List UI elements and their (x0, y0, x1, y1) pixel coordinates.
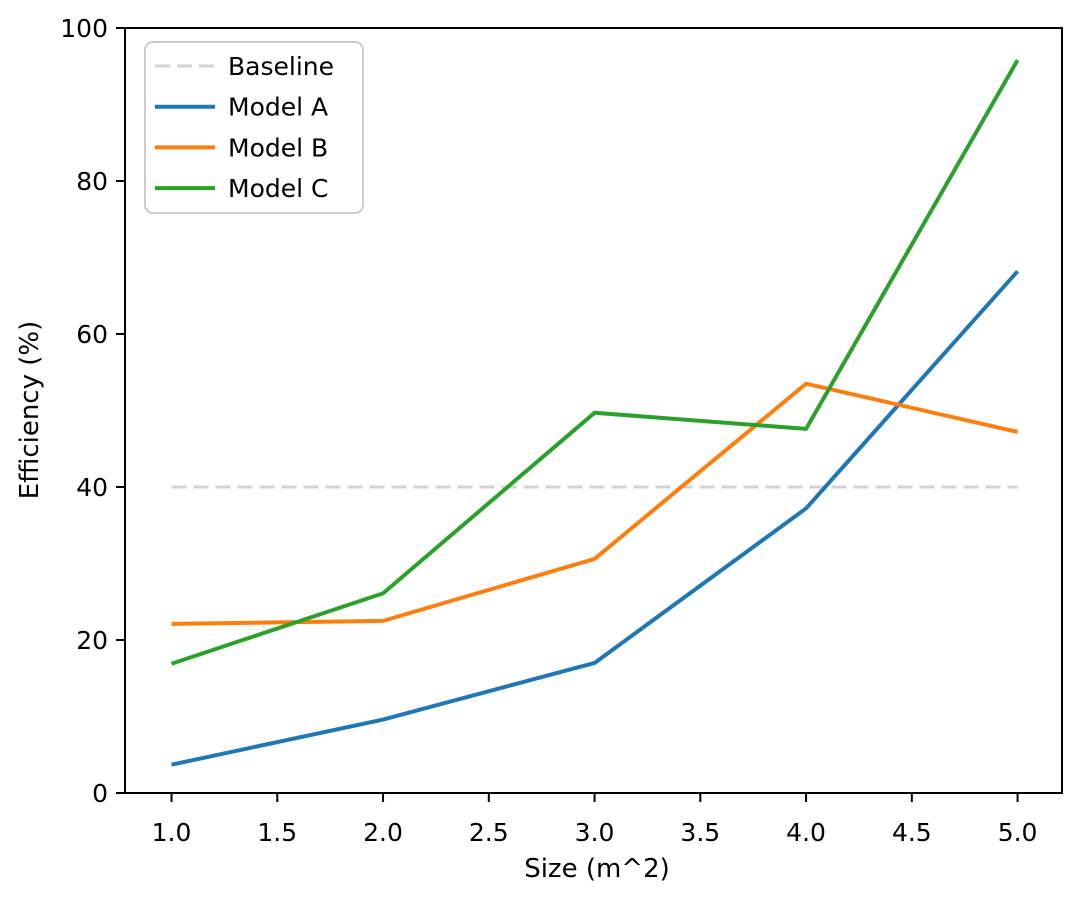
x-axis-label: Size (m^2) (524, 854, 670, 884)
y-axis-label: Efficiency (%) (15, 321, 45, 500)
legend: Baseline Model A Model B Model C (144, 41, 364, 214)
y-tick-label: 40 (76, 473, 108, 502)
legend-label-baseline: Baseline (228, 52, 334, 81)
y-tick-label: 0 (92, 779, 108, 808)
x-tick-label: 2.0 (363, 818, 403, 847)
series-lines (170, 59, 1020, 767)
x-tick-label: 3.0 (575, 818, 615, 847)
y-tick-label: 100 (60, 14, 108, 43)
series-line-model-a (171, 269, 1020, 767)
x-tick-label: 1.5 (257, 818, 297, 847)
x-tick-label: 3.5 (680, 818, 720, 847)
x-ticks: 1.0 1.5 2.0 2.5 3.0 3.5 4.0 4.5 5.0 (152, 793, 1038, 847)
y-tick-label: 80 (76, 167, 108, 196)
series-line-model-c (170, 59, 1020, 666)
legend-label-model-c: Model C (228, 174, 328, 203)
plot-frame (124, 27, 1063, 794)
series-line-model-b (171, 381, 1019, 626)
x-tick-label: 1.0 (152, 818, 192, 847)
y-tick-label: 60 (76, 320, 108, 349)
x-tick-label: 4.0 (786, 818, 826, 847)
x-tick-label: 4.5 (892, 818, 932, 847)
legend-label-model-b: Model B (228, 133, 328, 162)
x-tick-label: 2.5 (469, 818, 509, 847)
y-tick-label: 20 (76, 626, 108, 655)
legend-box (144, 41, 364, 214)
y-ticks: 0 20 40 60 80 100 (60, 14, 125, 808)
x-tick-label: 5.0 (998, 818, 1038, 847)
legend-label-model-a: Model A (228, 93, 328, 122)
